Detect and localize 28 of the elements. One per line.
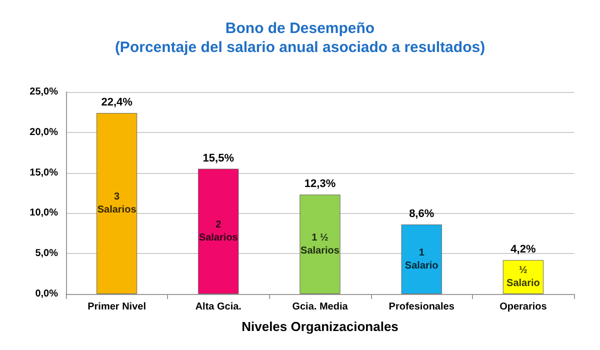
x-tick-label: Profesionales xyxy=(388,302,455,312)
bar xyxy=(96,113,138,294)
y-tick-label: 20,0% xyxy=(30,126,58,138)
bar xyxy=(198,168,239,294)
bar xyxy=(401,224,442,294)
data-label: 4,2% xyxy=(510,244,536,256)
chart-subtitle: (Porcentaje del salario anual asociado a resultados) xyxy=(114,39,486,56)
y-tick-label: 10,0% xyxy=(30,208,58,219)
x-tick-label: Primer Nivel xyxy=(88,302,146,312)
x-tick-label: Operarios xyxy=(500,302,548,312)
data-label: 15,5% xyxy=(202,152,234,164)
x-axis-title: Niveles Organizacionales xyxy=(242,319,398,334)
data-label: 22,4% xyxy=(101,96,133,109)
annotation: ½ Salario xyxy=(506,265,540,290)
y-tick-label: 0,0% xyxy=(35,288,58,300)
y-tick-label: 15,0% xyxy=(30,167,58,178)
x-tick-label: Gcia. Media xyxy=(292,302,348,312)
x-tick-label: Alta Gcia. xyxy=(195,302,242,312)
data-label: 8,6% xyxy=(409,208,434,220)
annotation: 3 Salarios xyxy=(97,192,137,216)
annotation: 1 ½ Salarios xyxy=(300,232,340,256)
bar xyxy=(300,194,340,294)
y-tick-label: 5,0% xyxy=(35,248,58,260)
annotation: 2 Salarios xyxy=(198,219,238,244)
y-tick-label: 25,0% xyxy=(30,86,58,98)
annotation: 1 Salario xyxy=(404,247,438,272)
chart-title: Bono de Desempeño xyxy=(225,20,375,37)
data-label: 12,3% xyxy=(304,178,336,190)
